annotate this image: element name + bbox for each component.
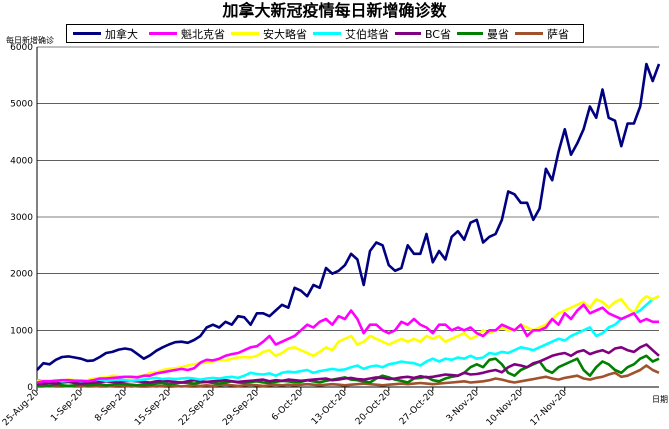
legend-item: 加拿大 [67,25,143,42]
legend-label: 曼省 [487,27,509,41]
x-tick-label: 25-Aug-20 [1,388,41,428]
x-tick-label: 17-Nov-20 [529,388,569,428]
legend-label: 艾伯塔省 [345,27,389,41]
x-tick-label: 6-Oct-20 [270,388,305,423]
x-tick-label: 3-Nov-20 [445,388,481,424]
x-tick-label: 29-Sep-20 [221,388,261,428]
series-line [36,295,660,383]
x-axis-label: 日期 [652,395,668,404]
series-line [36,62,661,371]
y-tick-label: 2000 [10,270,33,280]
legend-label: 萨省 [547,27,569,41]
y-tick-label: 6000 [10,43,33,53]
y-axis-label: 每日新增确诊 [6,36,54,45]
legend-label: BC省 [424,27,451,41]
y-tick-label: 1000 [10,326,33,336]
x-tick-label: 27-Oct-20 [398,388,437,427]
legend-swatch [515,32,543,35]
y-tick-label: 5000 [10,100,33,110]
legend-item: 萨省 [509,25,569,42]
legend-item: BC省 [389,25,451,42]
chart-legend: 加拿大 魁北克省 安大略省 艾伯塔省 BC省 曼省 萨省 [66,24,584,43]
x-tick-label: 22-Sep-20 [177,388,217,428]
legend-swatch [73,32,101,35]
legend-swatch [231,32,259,35]
x-tick-label: 20-Oct-20 [354,388,393,427]
legend-swatch [313,32,341,35]
legend-swatch [395,32,421,35]
x-tick-label: 15-Sep-20 [133,388,173,428]
y-tick-label: 0 [27,383,33,393]
series-line [36,303,659,384]
legend-item: 曼省 [451,25,509,42]
y-tick-label: 3000 [10,213,33,223]
legend-label: 安大略省 [263,27,307,41]
legend-item: 艾伯塔省 [307,25,389,42]
chart-title: 加拿大新冠疫情每日新增确诊数 [222,1,447,20]
y-tick-label: 4000 [10,156,33,166]
legend-item: 魁北克省 [143,25,225,42]
legend-swatch [149,32,177,35]
legend-swatch [457,32,483,35]
series-line [36,343,660,386]
x-tick-label: 1-Sep-20 [49,388,85,424]
legend-item: 安大略省 [225,25,307,42]
legend-label: 魁北克省 [181,27,225,41]
x-tick-label: 8-Sep-20 [93,388,129,424]
x-tick-label: 13-Oct-20 [310,388,349,427]
legend-label: 加拿大 [105,27,138,41]
x-tick-label: 10-Nov-20 [485,388,525,428]
